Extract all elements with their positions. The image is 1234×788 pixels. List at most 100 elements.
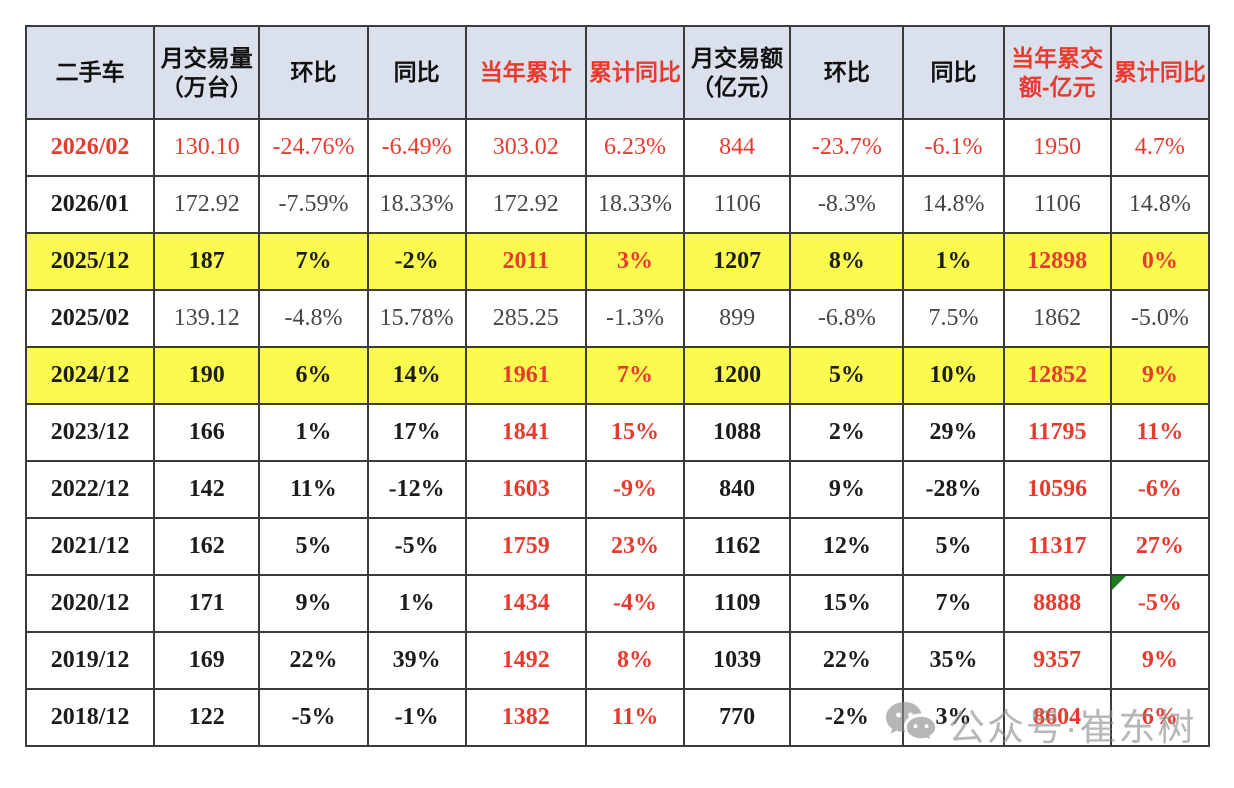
data-cell: 14.8% bbox=[1109, 175, 1211, 234]
row-date: 2026/01 bbox=[24, 175, 156, 234]
table-row-2024-12: 2024/12 190 6% 14% 1961 7% 1200 5% 10% 12852 9% bbox=[24, 346, 1211, 405]
data-cell: 1841 bbox=[464, 403, 587, 462]
green-corner-marker bbox=[1112, 577, 1126, 590]
data-cell: -7.59% bbox=[258, 175, 369, 234]
data-cell: 14% bbox=[366, 346, 467, 405]
data-cell: 1% bbox=[366, 574, 467, 633]
header-cell-1: 月交易量 （万台） bbox=[153, 25, 261, 120]
data-cell: 4.7% bbox=[1109, 118, 1211, 177]
data-cell: 1862 bbox=[1002, 289, 1112, 348]
data-cell: 1434 bbox=[464, 574, 587, 633]
data-cell: 7% bbox=[902, 574, 1005, 633]
row-date: 2025/02 bbox=[24, 289, 156, 348]
data-cell: 7% bbox=[258, 232, 369, 291]
data-cell: 5% bbox=[258, 517, 369, 576]
data-cell: -6.1% bbox=[902, 118, 1005, 177]
data-cell: 14.8% bbox=[902, 175, 1005, 234]
data-cell: 162 bbox=[153, 517, 261, 576]
data-cell: 1106 bbox=[1002, 175, 1112, 234]
data-cell: 1950 bbox=[1002, 118, 1112, 177]
data-cell: 303.02 bbox=[464, 118, 587, 177]
row-date: 2022/12 bbox=[24, 460, 156, 519]
data-cell: -5% bbox=[1109, 574, 1211, 633]
data-cell: 39% bbox=[366, 631, 467, 690]
data-cell: -5.0% bbox=[1109, 289, 1211, 348]
data-cell: 844 bbox=[683, 118, 792, 177]
data-cell: 172.92 bbox=[464, 175, 587, 234]
data-cell: 130.10 bbox=[153, 118, 261, 177]
data-cell: 8% bbox=[789, 232, 905, 291]
data-cell: 9% bbox=[1109, 346, 1211, 405]
data-cell: 840 bbox=[683, 460, 792, 519]
data-cell: 22% bbox=[789, 631, 905, 690]
data-cell: -23.7% bbox=[789, 118, 905, 177]
data-cell: -6.8% bbox=[789, 289, 905, 348]
data-cell: -4.8% bbox=[258, 289, 369, 348]
data-cell: 899 bbox=[683, 289, 792, 348]
data-cell: 1088 bbox=[683, 403, 792, 462]
data-cell: 9% bbox=[258, 574, 369, 633]
header-cell-7: 环比 bbox=[789, 25, 905, 120]
data-cell: 10% bbox=[902, 346, 1005, 405]
row-date: 2019/12 bbox=[24, 631, 156, 690]
data-cell: 1% bbox=[258, 403, 369, 462]
data-cell: 11317 bbox=[1002, 517, 1112, 576]
data-cell: -5% bbox=[366, 517, 467, 576]
data-cell: -5% bbox=[258, 688, 369, 747]
data-cell: -2% bbox=[366, 232, 467, 291]
data-cell: 12898 bbox=[1002, 232, 1112, 291]
header-cell-5: 累计同比 bbox=[584, 25, 686, 120]
data-cell: 11% bbox=[584, 688, 686, 747]
data-cell: 29% bbox=[902, 403, 1005, 462]
table-row-2025-12: 2025/12 187 7% -2% 2011 3% 1207 8% 1% 12898 0% bbox=[24, 232, 1211, 291]
data-cell: 8% bbox=[584, 631, 686, 690]
data-cell: 18.33% bbox=[366, 175, 467, 234]
table-row-2026-01: 2026/01 172.92 -7.59% 18.33% 172.92 18.33% 110… bbox=[24, 175, 1211, 234]
data-cell: -9% bbox=[584, 460, 686, 519]
data-cell: 0% bbox=[1109, 232, 1211, 291]
table-row-2021-12: 2021/12 162 5% -5% 1759 23% 1162 12% 5% 11317 27% bbox=[24, 517, 1211, 576]
data-cell: 1106 bbox=[683, 175, 792, 234]
data-cell: 22% bbox=[258, 631, 369, 690]
data-cell: 27% bbox=[1109, 517, 1211, 576]
table-row-2023-12: 2023/12 166 1% 17% 1841 15% 1088 2% 29% 11795 11% bbox=[24, 403, 1211, 462]
data-cell: 285.25 bbox=[464, 289, 587, 348]
header-cell-0: 二手车 bbox=[24, 25, 156, 120]
data-cell: 15.78% bbox=[366, 289, 467, 348]
row-date: 2020/12 bbox=[24, 574, 156, 633]
header-cell-8: 同比 bbox=[902, 25, 1005, 120]
data-cell: 23% bbox=[584, 517, 686, 576]
data-cell: -6% bbox=[1109, 460, 1211, 519]
data-cell: 12% bbox=[789, 517, 905, 576]
data-cell: 9% bbox=[789, 460, 905, 519]
data-cell: 6% bbox=[1109, 688, 1211, 747]
data-cell: 1759 bbox=[464, 517, 587, 576]
data-cell: 11795 bbox=[1002, 403, 1112, 462]
table-row-2022-12: 2022/12 142 11% -12% 1603 -9% 840 9% -28% 10596 -6… bbox=[24, 460, 1211, 519]
data-cell: 1% bbox=[902, 232, 1005, 291]
data-cell: -6.49% bbox=[366, 118, 467, 177]
data-cell: 3% bbox=[584, 232, 686, 291]
data-cell: 172.92 bbox=[153, 175, 261, 234]
data-cell: 169 bbox=[153, 631, 261, 690]
data-cell: 139.12 bbox=[153, 289, 261, 348]
row-date: 2026/02 bbox=[24, 118, 156, 177]
data-cell: -2% bbox=[789, 688, 905, 747]
data-cell: 7.5% bbox=[902, 289, 1005, 348]
data-cell: 5% bbox=[789, 346, 905, 405]
data-cell: -12% bbox=[366, 460, 467, 519]
data-cell: 1162 bbox=[683, 517, 792, 576]
data-cell: 6.23% bbox=[584, 118, 686, 177]
data-cell: 2011 bbox=[464, 232, 587, 291]
data-cell: -4% bbox=[584, 574, 686, 633]
data-cell: 1039 bbox=[683, 631, 792, 690]
data-cell: 11% bbox=[1109, 403, 1211, 462]
header-cell-6: 月交易额 （亿元） bbox=[683, 25, 792, 120]
data-cell: -24.76% bbox=[258, 118, 369, 177]
data-cell: 6% bbox=[258, 346, 369, 405]
data-cell: 17% bbox=[366, 403, 467, 462]
data-cell: 187 bbox=[153, 232, 261, 291]
used-car-stats-table-wrap: 二手车 月交易量 （万台） 环比 同比 当年累计 累计同比 月交易额 （亿元） 环比 同比 当年累… bbox=[24, 25, 1211, 747]
data-cell: 7% bbox=[584, 346, 686, 405]
